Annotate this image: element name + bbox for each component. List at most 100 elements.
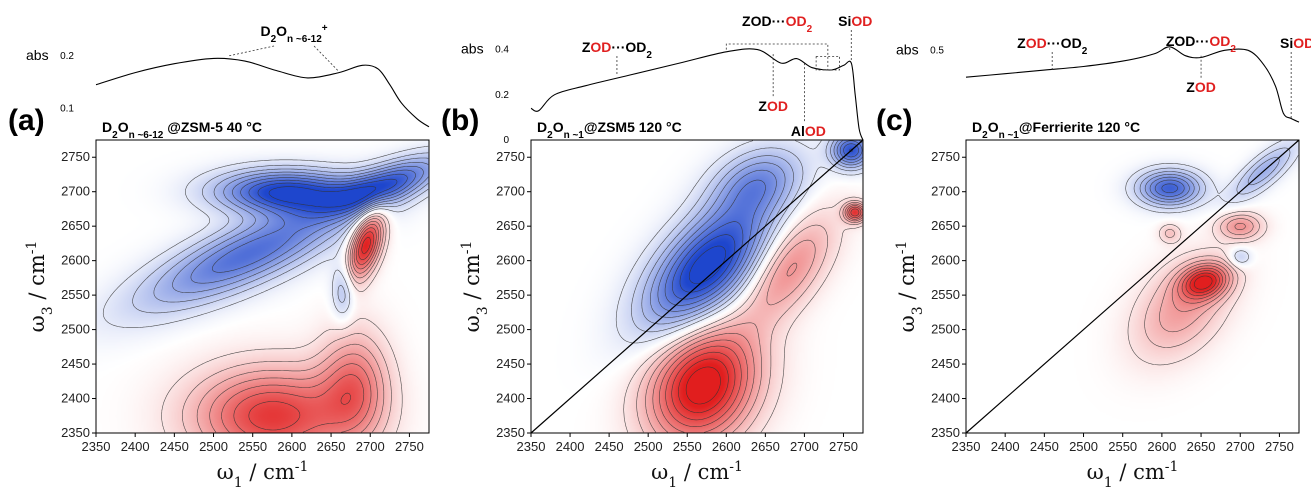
contour-level [652,203,863,433]
sample-label: D2On ~1@Ferrierite 120 °C [972,119,1140,141]
contour-level [1177,265,1227,304]
plot-frame [95,139,430,434]
contour-level [248,173,408,219]
x-tick-label: 2750 [829,439,858,454]
abs-tick-label: 0.2 [60,51,74,62]
y-tick-label: 2600 [931,253,960,268]
y-tick-label: 2550 [61,287,90,302]
contour-level [1185,270,1220,296]
y-tick-label: 2650 [61,218,90,233]
peak-annotation: ZOD [1186,79,1216,95]
x-tick-label: 2550 [673,439,702,454]
contour-level [1127,211,1268,366]
peak-annotation: ZOD···OD2 [1166,33,1237,55]
abs-tick-label: 0 [503,135,509,146]
x-tick-label: 2750 [1265,439,1294,454]
contour-level [172,162,429,293]
y-tick-label: 2750 [931,149,960,164]
y-tick-label: 2700 [931,184,960,199]
contour-level [248,231,375,431]
contour-level [623,196,863,433]
y-tick-label: 2450 [61,356,90,371]
plot-frame [530,139,864,434]
peak-annotation: SiOD [1280,35,1311,51]
contour-level [212,169,416,273]
contour-level [1194,275,1213,290]
y-tick-label: 2400 [61,391,90,406]
contour-level [361,237,371,254]
contour-level [1159,218,1254,333]
x-tick-label: 2650 [751,439,780,454]
x-axis-label: ω1 / cm-1 [651,459,743,489]
contour-level [153,157,429,303]
y-tick-label: 2350 [931,425,960,440]
contour-lines [102,145,429,433]
contour-level [1144,214,1260,348]
contour-level [1149,176,1190,200]
y-tick-label: 2450 [931,356,960,371]
contour-level [233,227,377,433]
abs-tick-label: 0.4 [495,45,509,56]
contour-level [678,358,729,413]
x-tick-label: 2500 [634,439,663,454]
contour-level [161,213,403,433]
sample-label: D2On ~6-12 @ZSM-5 40 °C [102,119,262,141]
peak-annotation: SiOD [838,13,872,29]
diagonal-line [965,139,1300,434]
plot-frame [965,139,1300,434]
y-tick-label: 2350 [496,425,525,440]
x-tick-label: 2450 [595,439,624,454]
contour-level [1181,267,1223,300]
annotation-box [815,55,840,71]
peak-annotation: ZOD [758,98,788,114]
abs-tick-label: 0.2 [495,90,509,101]
contour-level [615,140,863,344]
annotation-bracket [725,43,829,70]
x-tick-label: 2400 [556,439,585,454]
contour-level [659,205,863,433]
contour-level [650,140,863,318]
contour-level [102,145,429,328]
contour-level [665,206,862,427]
abs-spectrum-line [965,46,1300,123]
panel-2: 2350 2400 2450 2500 2550 2600 2650 2700 2750 2350… [441,13,872,489]
y-tick-label: 2400 [931,391,960,406]
contour-level [196,218,385,433]
abs-axis-label: abs [26,47,49,63]
peak-annotation: ZOD···OD2 [742,13,813,35]
panel-1: 2350 2400 2450 2500 2550 2600 2650 2700 2750 2350… [8,23,430,489]
contour-level [688,245,726,284]
y-axis-label: ω3 / cm-1 [24,241,56,333]
contour-level [209,221,382,433]
contour-level [1139,157,1280,206]
contour-level [657,140,863,312]
y-tick-label: 2550 [931,287,960,302]
y-tick-label: 2650 [496,218,525,233]
x-tick-label: 2700 [790,439,819,454]
contour-level [190,166,424,284]
y-axis-label: ω3 / cm-1 [459,241,491,333]
peak-annotation: AlOD [791,123,826,139]
x-tick-label: 2700 [1226,439,1255,454]
x-tick-label: 2500 [1069,439,1098,454]
contour-level [1125,140,1299,263]
x-tick-label: 2400 [121,439,150,454]
contour-level [268,186,377,208]
contour-level [221,224,379,433]
sample-label: D2On ~1@ZSM5 120 °C [537,119,682,141]
abs-spectrum-line [530,48,864,141]
x-tick-label: 2650 [317,439,346,454]
x-tick-label: 2700 [356,439,385,454]
x-tick-label: 2600 [1147,439,1176,454]
contour-level [182,215,392,433]
contour-level [1133,147,1291,209]
x-tick-label: 2600 [712,439,741,454]
x-tick-label: 2500 [199,439,228,454]
y-tick-label: 2700 [496,184,525,199]
contour-level [1189,272,1217,293]
contour-level [645,202,863,433]
contour-level [671,208,860,421]
panel-label: (a) [8,104,45,137]
abs-spectrum-line [95,57,430,128]
